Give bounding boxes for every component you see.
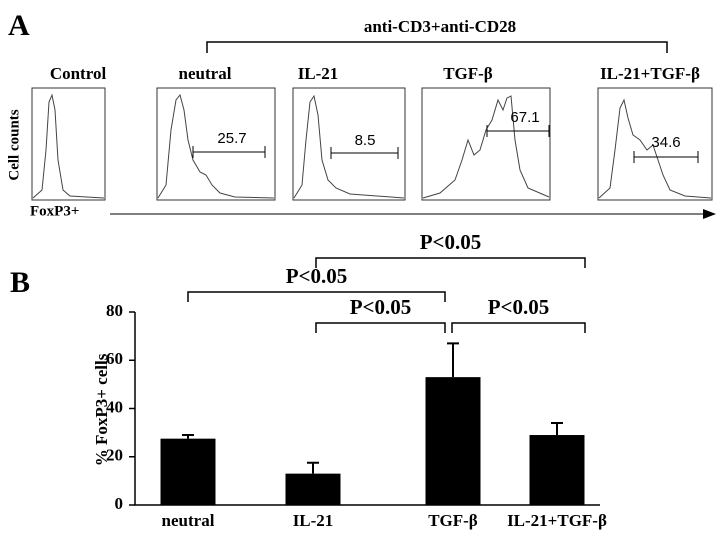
hist-title: neutral xyxy=(179,64,232,83)
histogram xyxy=(422,95,550,199)
y-tick-label: 20 xyxy=(106,446,123,465)
error-bar xyxy=(447,342,459,378)
stimulus: anti-CD3+anti-CD28 xyxy=(364,17,516,36)
x-tick-label: IL-21+TGF-β xyxy=(507,511,607,530)
significance-label: P<0.05 xyxy=(420,230,482,254)
y-tick-label: 0 xyxy=(115,494,124,513)
significance-bracket xyxy=(451,322,586,333)
x-tick-label: neutral xyxy=(162,511,215,530)
significance-label: P<0.05 xyxy=(488,295,550,319)
error-bar xyxy=(551,421,563,436)
y-label: Cell counts xyxy=(6,109,22,180)
y-tick-label: 60 xyxy=(106,349,123,368)
x-tick-label: IL-21 xyxy=(293,511,334,530)
x-label: FoxP3+ xyxy=(30,203,79,219)
bar xyxy=(529,435,585,505)
error-bar xyxy=(182,434,194,439)
gate-value: 8.5 xyxy=(355,132,376,149)
y-tick-label: 40 xyxy=(106,397,123,416)
histogram xyxy=(157,93,275,199)
gate xyxy=(192,146,266,158)
stimulus-bracket xyxy=(206,41,668,53)
gate xyxy=(330,147,399,159)
panel-label: B xyxy=(10,266,30,299)
significance-bracket xyxy=(315,257,586,268)
gate-value: 34.6 xyxy=(651,134,680,151)
histogram xyxy=(293,94,405,199)
arrow-head xyxy=(703,209,716,219)
histogram xyxy=(32,93,105,199)
y-axis-label: % FoxP3+ cells xyxy=(92,353,111,466)
hist-title: IL-21 xyxy=(298,64,339,83)
hist-title: IL-21+TGF-β xyxy=(600,64,700,83)
error-bar xyxy=(307,461,319,474)
gate xyxy=(486,125,550,137)
histogram xyxy=(598,98,712,199)
hist-box xyxy=(31,87,106,201)
gate xyxy=(633,151,699,163)
bar xyxy=(285,473,341,505)
hist-box xyxy=(421,87,551,201)
hist-title: TGF-β xyxy=(443,64,493,83)
significance-label: P<0.05 xyxy=(350,295,412,319)
significance-bracket xyxy=(315,322,446,333)
bar xyxy=(160,438,216,505)
significance-bracket xyxy=(187,291,446,302)
hist-box xyxy=(597,87,713,201)
gate-value: 25.7 xyxy=(217,130,246,147)
x-tick-label: TGF-β xyxy=(428,511,478,530)
bar xyxy=(425,377,481,505)
hist-box xyxy=(292,87,406,201)
hist-box xyxy=(156,87,276,201)
panel-label: A xyxy=(8,9,30,42)
hist-title: Control xyxy=(50,64,107,83)
y-tick-label: 80 xyxy=(106,301,123,320)
gate-value: 67.1 xyxy=(510,109,539,126)
